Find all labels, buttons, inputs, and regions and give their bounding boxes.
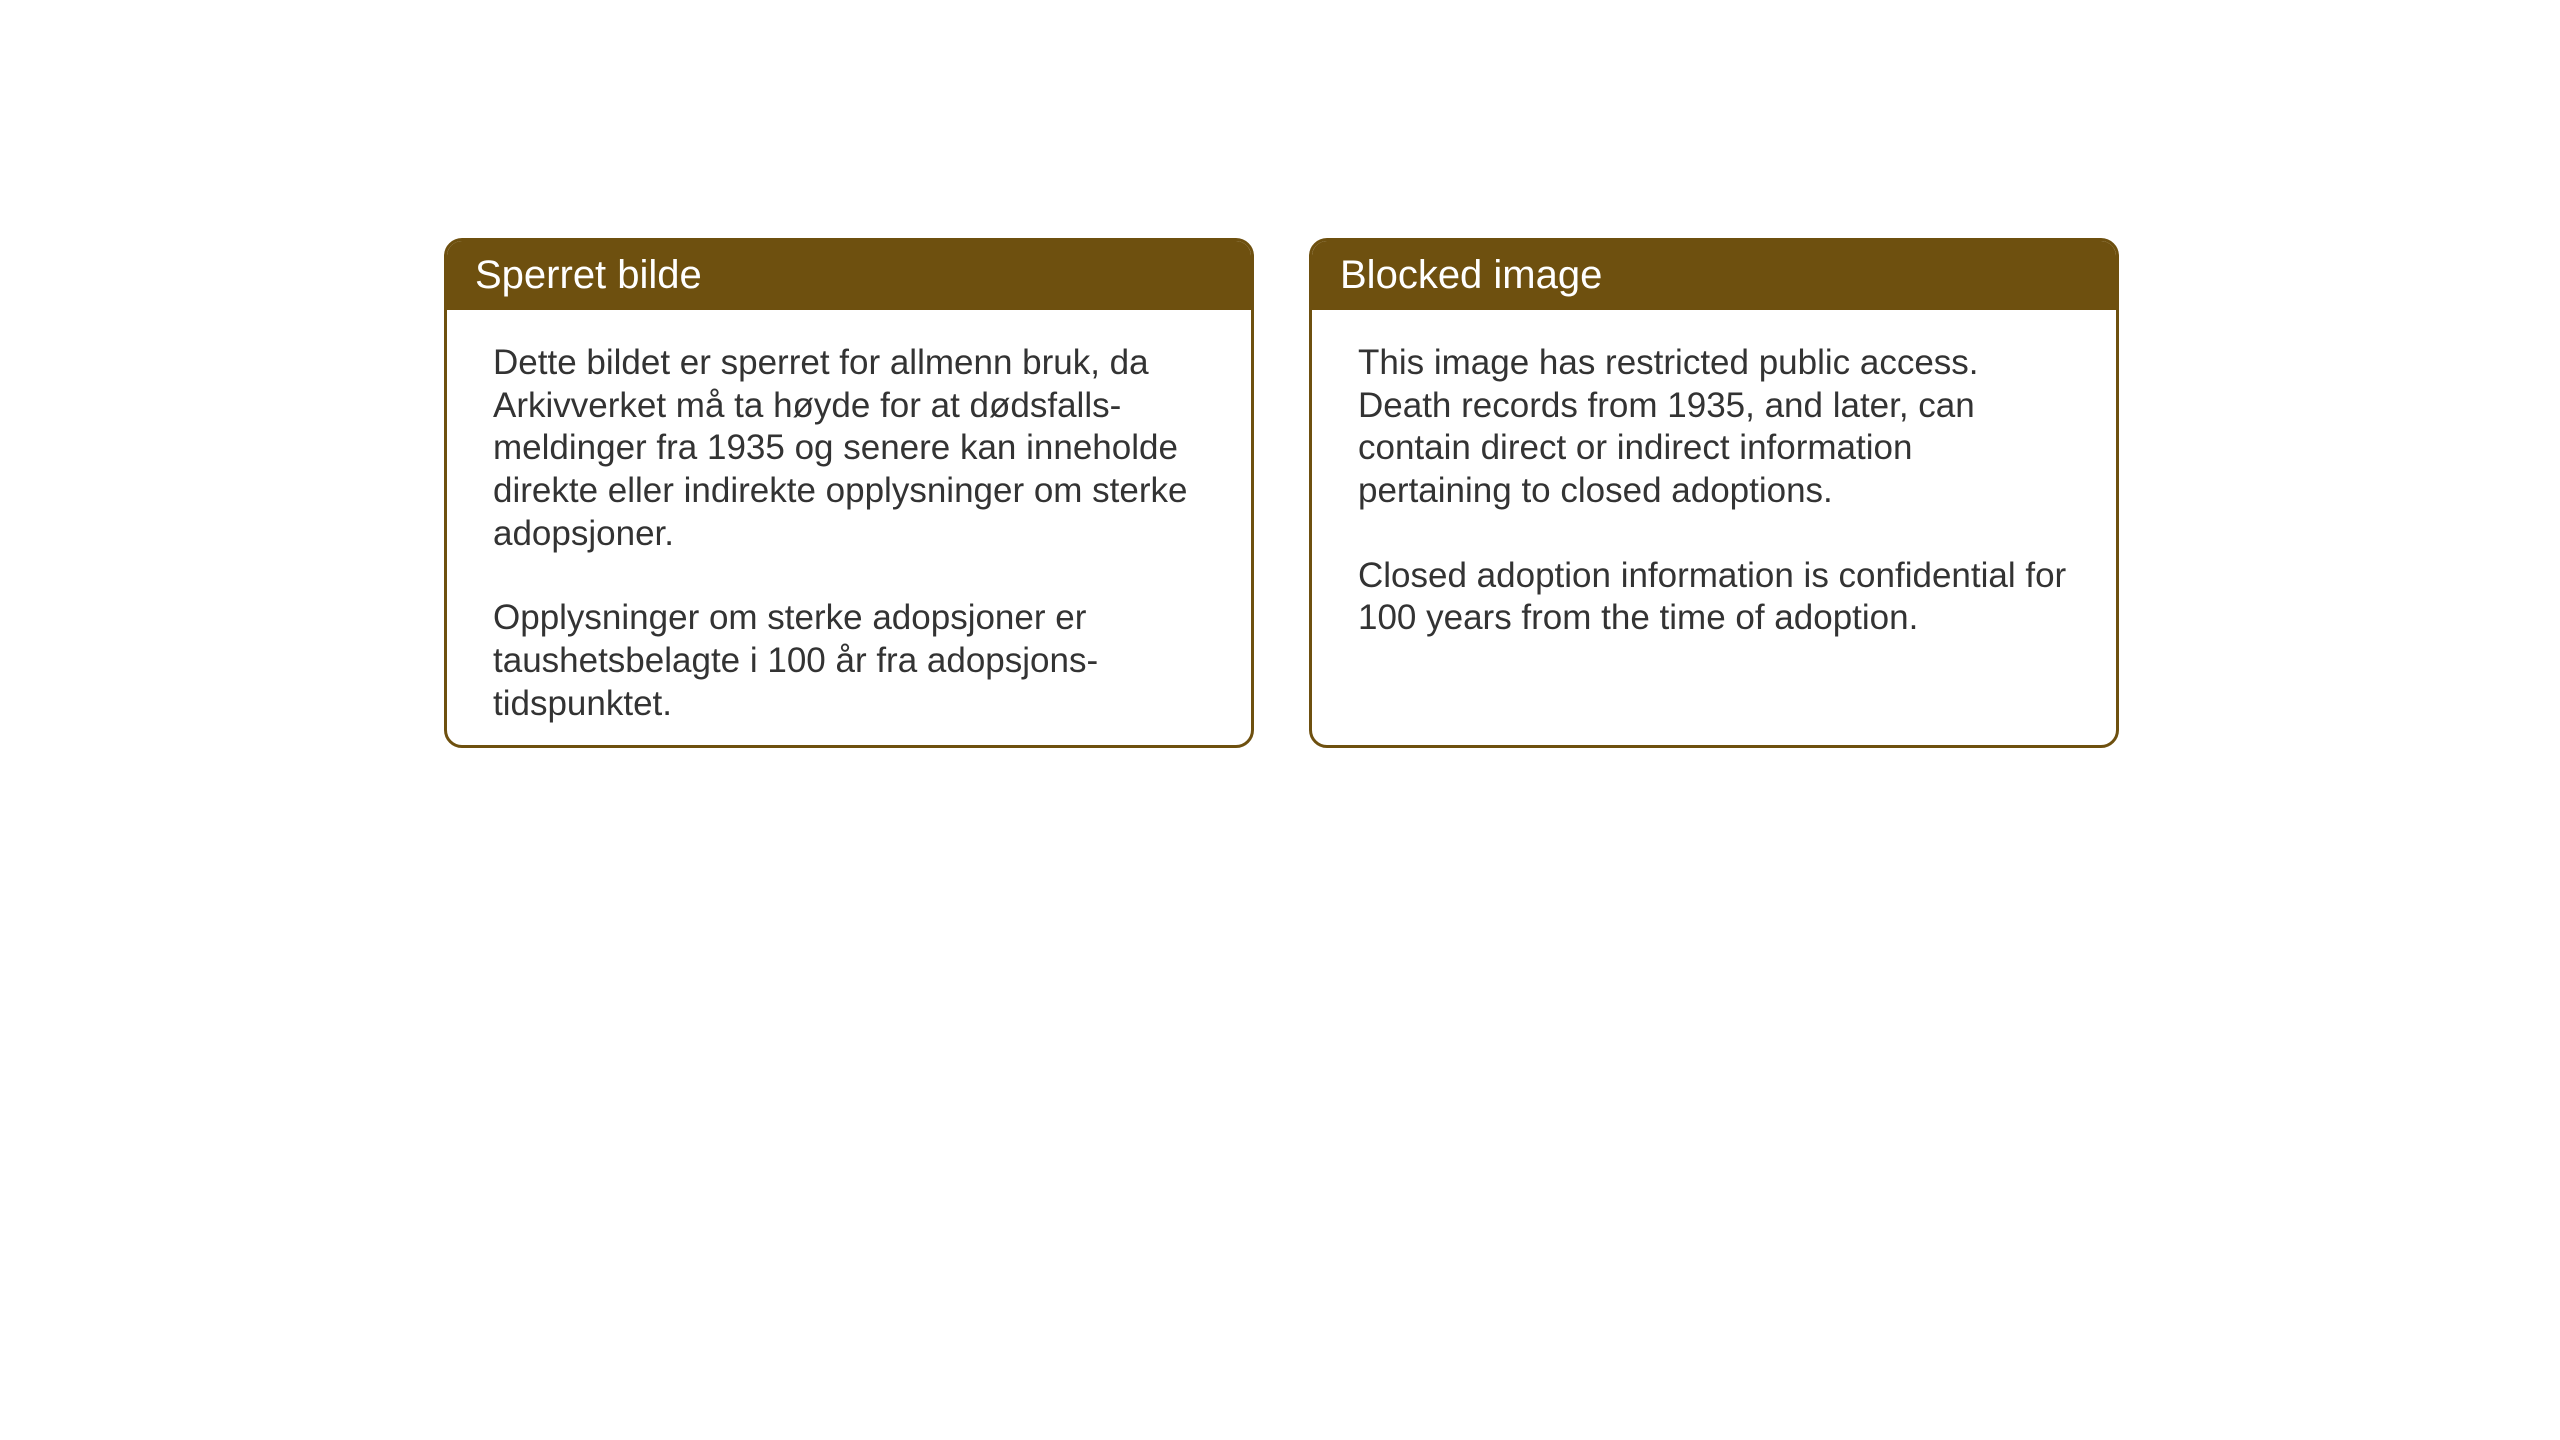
card-body-english: This image has restricted public access.… [1312,310,2116,672]
card-header-norwegian: Sperret bilde [447,241,1251,310]
card-header-english: Blocked image [1312,241,2116,310]
card-paragraph-1-english: This image has restricted public access.… [1358,342,2070,513]
card-paragraph-1-norwegian: Dette bildet er sperret for allmenn bruk… [493,342,1205,555]
card-paragraph-2-norwegian: Opplysninger om sterke adopsjoner er tau… [493,597,1205,725]
card-english: Blocked image This image has restricted … [1309,238,2119,748]
cards-container: Sperret bilde Dette bildet er sperret fo… [444,238,2119,748]
card-paragraph-2-english: Closed adoption information is confident… [1358,555,2070,640]
card-norwegian: Sperret bilde Dette bildet er sperret fo… [444,238,1254,748]
card-body-norwegian: Dette bildet er sperret for allmenn bruk… [447,310,1251,748]
